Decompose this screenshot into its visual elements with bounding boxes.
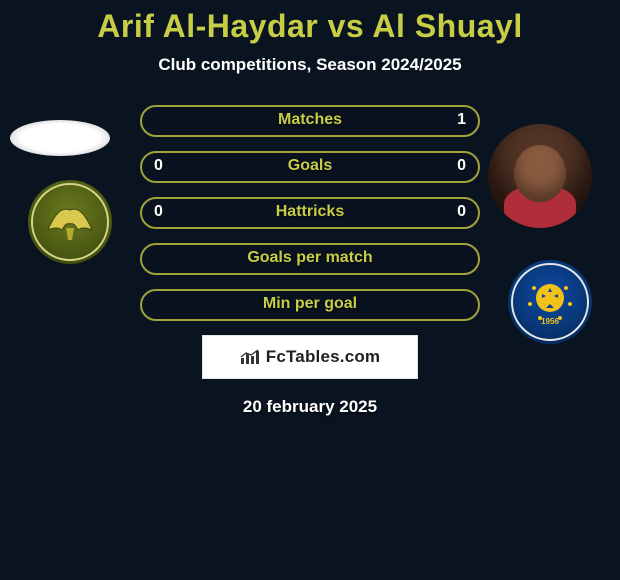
player-right-avatar <box>488 124 592 228</box>
eagle-icon <box>28 180 112 264</box>
comparison-stage: 1956 Matches1Goals00Hattricks00Goals per… <box>0 105 620 417</box>
svg-text:1956: 1956 <box>541 317 559 326</box>
stat-row: Hattricks0 0 <box>140 197 480 229</box>
stat-value-left: 0 <box>154 203 163 221</box>
stat-row: Goals0 0 <box>140 151 480 183</box>
stat-row: Goals per match <box>140 243 480 275</box>
player-left-avatar <box>10 120 110 156</box>
brand-box[interactable]: FcTables.com <box>202 335 418 379</box>
stat-row: Min per goal <box>140 289 480 321</box>
stat-value-right: 0 <box>457 157 466 175</box>
ball-stars-icon: 1956 <box>508 260 592 344</box>
stat-label: Goals per match <box>142 249 478 267</box>
stat-value-right: 1 <box>457 111 466 129</box>
stat-label: Goals <box>142 157 478 175</box>
stat-label: Min per goal <box>142 295 478 313</box>
club-left-badge <box>28 180 112 264</box>
stat-label: Hattricks <box>142 203 478 221</box>
bar-chart-icon <box>240 349 260 365</box>
brand-text: FcTables.com <box>266 347 381 367</box>
subtitle: Club competitions, Season 2024/2025 <box>0 55 620 75</box>
stat-value-left: 0 <box>154 157 163 175</box>
stat-row: Matches1 <box>140 105 480 137</box>
club-right-badge: 1956 <box>508 260 592 344</box>
stat-label: Matches <box>142 111 478 129</box>
page-title: Arif Al-Haydar vs Al Shuayl <box>0 0 620 45</box>
date-text: 20 february 2025 <box>0 397 620 417</box>
stat-value-right: 0 <box>457 203 466 221</box>
